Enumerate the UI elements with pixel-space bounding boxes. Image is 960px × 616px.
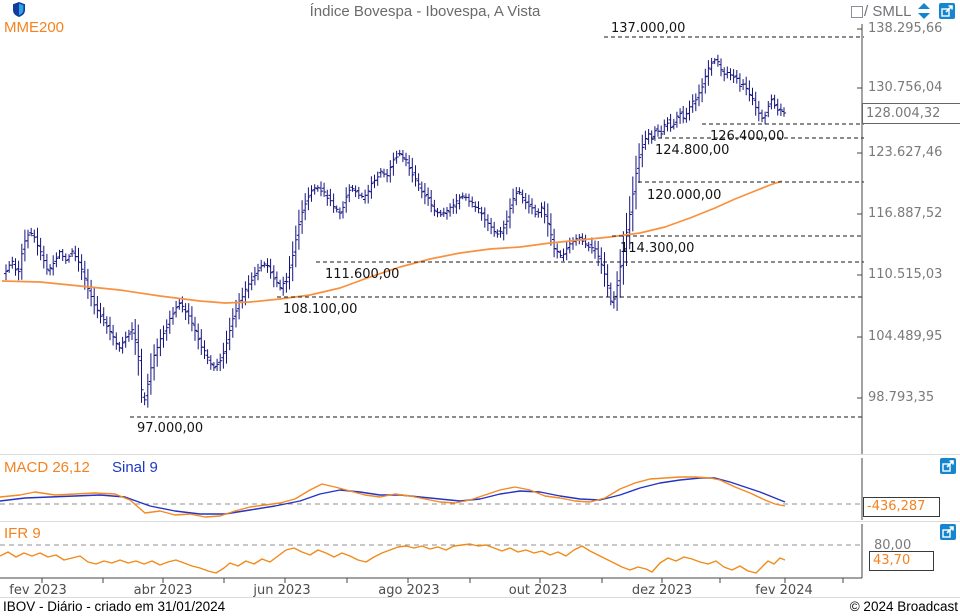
mme200-label[interactable]: MME200: [4, 19, 65, 36]
month-label: fev 2024: [755, 583, 813, 598]
pane-divider: [0, 454, 960, 455]
price-bars: [3, 54, 787, 408]
month-label: ago 2023: [378, 583, 440, 598]
y-axis-tick-label: 110.515,03: [868, 267, 943, 282]
month-label: jun 2023: [253, 583, 311, 598]
y-axis-tick-label: 130.756,04: [868, 80, 943, 95]
month-label: abr 2023: [133, 583, 193, 598]
month-label: dez 2023: [631, 583, 693, 598]
level-label: 97.000,00: [137, 421, 204, 436]
pane-divider: [0, 521, 960, 522]
y-axis-tick-label: 123.627,46: [868, 145, 943, 160]
level-label: 126.400,00: [710, 129, 785, 144]
y-axis-tick-label: 98.793,35: [868, 390, 935, 405]
shield-icon: [13, 2, 25, 17]
macd-value-box: -436,287: [863, 497, 940, 517]
footer-divider: [0, 597, 960, 598]
color-swatch-square: [851, 5, 863, 18]
level-label: 114.300,00: [620, 241, 695, 256]
chart-title: Índice Bovespa - Ibovespa, A Vista: [309, 3, 541, 20]
macd-label[interactable]: MACD 26,12: [4, 459, 90, 476]
ifr-label[interactable]: IFR 9: [4, 525, 41, 542]
macd-signal-label[interactable]: Sinal 9: [112, 459, 158, 476]
month-label: fev 2023: [9, 583, 67, 598]
y-axis-tick-label: 116.887,52: [868, 206, 943, 221]
y-axis-tick-label: 104.489,95: [868, 329, 943, 344]
level-label: 108.100,00: [283, 302, 358, 317]
macd-signal-line: [0, 477, 786, 515]
y-axis-tick-label: 138.295,66: [868, 21, 943, 36]
export-icon-top[interactable]: [939, 3, 955, 19]
export-icon-ifr[interactable]: [940, 524, 956, 540]
month-label: out 2023: [508, 583, 568, 598]
compare-instrument-label[interactable]: / SMLL: [851, 3, 912, 20]
last-price-box: 128.004,32: [862, 103, 960, 124]
level-label: 137.000,00: [611, 21, 686, 36]
sort-chevrons-icon[interactable]: [917, 3, 931, 19]
macd-line: [0, 476, 786, 518]
export-icon-macd[interactable]: [940, 458, 956, 474]
ifr-line: [0, 543, 786, 574]
level-label: 120.000,00: [647, 188, 722, 203]
chart-info-text: IBOV - Diário - criado em 31/01/2024: [3, 599, 226, 614]
level-label: 111.600,00: [325, 267, 400, 282]
ifr-value-box: 43,70: [869, 551, 934, 571]
level-label: 124.800,00: [655, 143, 730, 158]
copyright-text: © 2024 Broadcast: [849, 599, 958, 614]
ifr-upper-band-label: 80,00: [874, 538, 912, 553]
